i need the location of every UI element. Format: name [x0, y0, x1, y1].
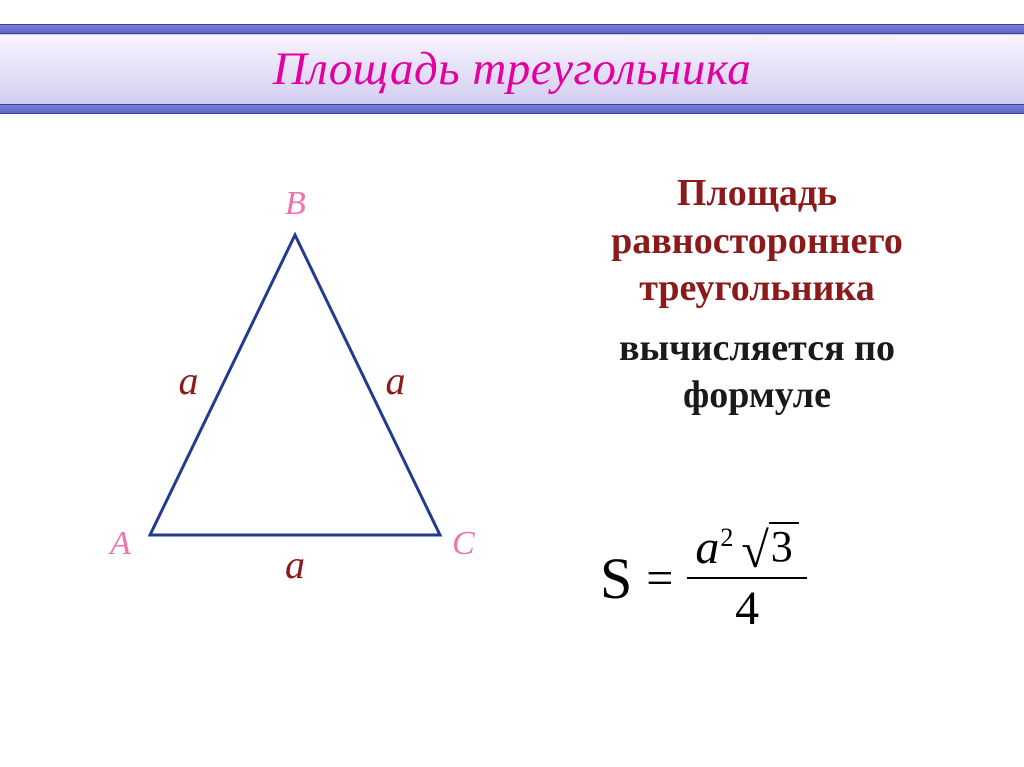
- sub-lines: вычисляется по формуле: [560, 325, 954, 420]
- formula-numerator: a2 √ 3: [687, 520, 806, 577]
- formula-eq: =: [646, 551, 673, 606]
- description-text: Площадь равностороннего треугольника выч…: [560, 170, 954, 420]
- title-band: Площадь треугольника: [0, 24, 1024, 114]
- side-label-bc: a: [386, 357, 406, 404]
- vertex-label-b: B: [285, 185, 306, 223]
- vertex-label-a: A: [110, 525, 131, 563]
- heading-lines: Площадь равностороннего треугольника: [560, 170, 954, 313]
- formula-denominator: 4: [735, 579, 759, 636]
- sqrt-icon: √ 3: [741, 522, 798, 570]
- triangle-diagram: A B C a a a: [80, 175, 510, 605]
- area-formula: S = a2 √ 3 4: [600, 520, 807, 636]
- vertex-label-c: C: [452, 525, 475, 563]
- side-label-ac: a: [285, 541, 305, 588]
- formula-lhs: S: [600, 545, 632, 612]
- side-label-ab: a: [179, 357, 199, 404]
- slide-title: Площадь треугольника: [273, 42, 751, 96]
- formula-fraction: a2 √ 3 4: [687, 520, 806, 636]
